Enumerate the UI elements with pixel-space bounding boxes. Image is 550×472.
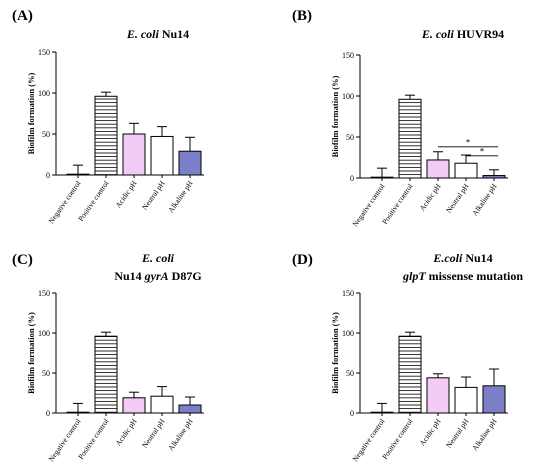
bar-2 — [122, 133, 146, 176]
x-tick-label: Neutral pH — [444, 417, 471, 450]
panel-label: (D) — [292, 252, 313, 268]
chart-title-segment: D87G — [169, 269, 202, 283]
y-tick-label: 50 — [346, 369, 354, 378]
y-tick-label: 100 — [38, 89, 50, 98]
chart-panel-d: (D) E.coli Nu14 glpT missense mutation 0 50 1… — [292, 251, 523, 463]
bar-3 — [150, 395, 174, 414]
y-tick-label: 150 — [38, 48, 50, 57]
bar-3 — [150, 135, 174, 176]
significance-star: * — [466, 137, 471, 147]
chart-title-segment: glpT — [402, 269, 426, 283]
panel-label: (C) — [12, 252, 33, 268]
chart-title-segment: E. coli — [421, 27, 455, 41]
chart-title-segment: missense mutation — [426, 269, 524, 283]
bar-4 — [482, 385, 506, 414]
x-tick-label: Alkaline pH — [166, 417, 195, 453]
bar-1 — [398, 98, 422, 179]
bar-4 — [178, 404, 202, 414]
y-axis-label: Biofilm formation (%) — [330, 75, 340, 157]
x-tick-label: Acidic pH — [417, 182, 443, 213]
bar-1 — [94, 95, 118, 176]
y-axis-label: Biofilm formation (%) — [26, 72, 36, 154]
bar-2 — [426, 159, 450, 179]
bar-1 — [398, 335, 422, 414]
x-tick-label: Acidic pH — [417, 417, 443, 448]
chart-title-segment: E.coli — [432, 251, 463, 265]
y-tick-label: 50 — [42, 369, 50, 378]
x-tick-label: Alkaline pH — [470, 417, 499, 453]
bar-0 — [370, 176, 394, 179]
chart-title-segment: Nu14 — [159, 27, 189, 41]
significance-star: * — [480, 146, 485, 156]
chart-title: E. coli — [141, 251, 175, 265]
chart-panel-a: (A) E. coli Nu14 0 50 100 150 Biofilm formatio… — [12, 8, 204, 225]
chart-title-segment: E. coli — [141, 251, 175, 265]
y-tick-label: 150 — [342, 289, 354, 298]
panel-label: (A) — [12, 8, 33, 24]
chart-title-segment: E. coli — [126, 27, 160, 41]
chart-panel-b: (B) E. coli HUVR94 0 50 100 150 Biofilm format… — [292, 8, 508, 228]
y-tick-label: 150 — [38, 289, 50, 298]
bar-2 — [122, 397, 146, 414]
bar-0 — [66, 411, 90, 414]
chart-title-segment: HUVR94 — [454, 27, 504, 41]
x-tick-label: Alkaline pH — [166, 179, 195, 215]
y-tick-label: 0 — [350, 409, 354, 418]
bar-4 — [482, 175, 506, 179]
panel-label: (B) — [292, 8, 312, 24]
chart-title: glpT missense mutation — [402, 269, 523, 283]
y-tick-label: 100 — [342, 92, 354, 101]
y-tick-label: 50 — [42, 130, 50, 139]
chart-title: E. coli HUVR94 — [421, 27, 504, 41]
y-tick-label: 0 — [46, 171, 50, 180]
x-tick-label: Neutral pH — [140, 417, 167, 450]
x-tick-label: Neutral pH — [444, 182, 471, 215]
bar-4 — [178, 150, 202, 176]
y-tick-label: 150 — [342, 51, 354, 60]
x-tick-label: Alkaline pH — [470, 182, 499, 218]
y-axis-label: Biofilm formation (%) — [26, 312, 36, 394]
chart-title: E.coli Nu14 — [432, 251, 492, 265]
y-tick-label: 0 — [350, 174, 354, 183]
y-tick-label: 0 — [46, 409, 50, 418]
chart-title: E. coli Nu14 — [126, 27, 189, 41]
y-axis-label: Biofilm formation (%) — [330, 312, 340, 394]
chart-title: Nu14 gyrA D87G — [114, 269, 201, 283]
bar-0 — [370, 411, 394, 414]
y-tick-label: 100 — [38, 329, 50, 338]
chart-panel-c: (C) E. coli Nu14 gyrA D87G 0 50 100 150 Biofilm… — [12, 251, 204, 463]
chart-title-segment: Nu14 — [462, 251, 492, 265]
x-tick-label: Acidic pH — [113, 417, 139, 448]
x-tick-label: Neutral pH — [140, 179, 167, 212]
chart-title-segment: gyrA — [144, 269, 169, 283]
bar-2 — [426, 377, 450, 414]
bar-3 — [454, 386, 478, 414]
bar-3 — [454, 162, 478, 179]
y-tick-label: 50 — [346, 133, 354, 142]
chart-title-segment: Nu14 — [114, 269, 144, 283]
bar-0 — [66, 173, 90, 176]
bar-1 — [94, 335, 118, 414]
x-tick-label: Acidic pH — [113, 179, 139, 210]
y-tick-label: 100 — [342, 329, 354, 338]
